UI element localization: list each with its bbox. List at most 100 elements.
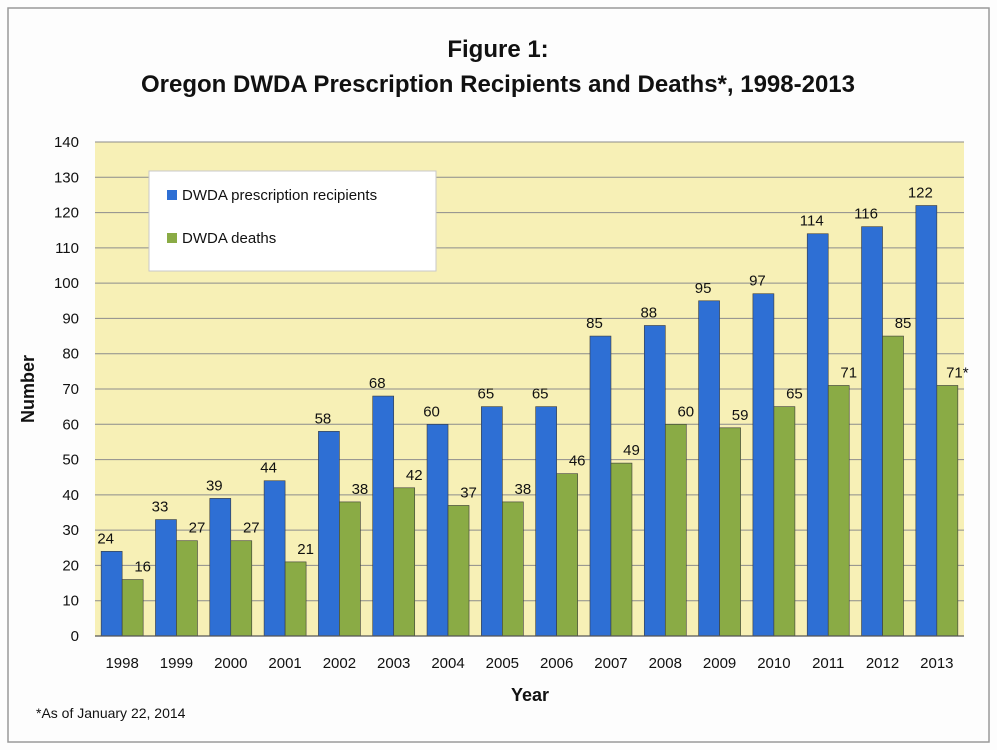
bar-recipients-2008 [643, 325, 666, 637]
data-label-recipients-2002: 58 [315, 410, 332, 427]
data-label-recipients-2009: 95 [695, 280, 712, 297]
bar-deaths-2000 [230, 540, 253, 637]
x-tick-label-2002: 2002 [323, 655, 356, 672]
bar-deaths-2012 [882, 335, 904, 637]
data-label-deaths-2008: 60 [677, 403, 694, 420]
bar-recipients-2003 [372, 395, 395, 637]
y-tick-label-130: 130 [54, 169, 79, 186]
data-label-recipients-2013: 122 [908, 185, 933, 202]
x-tick-label-2001: 2001 [268, 655, 301, 672]
data-label-deaths-2009: 59 [732, 407, 749, 424]
data-label-recipients-2004: 60 [423, 403, 440, 420]
chart-title-line-1: Figure 1: [447, 36, 548, 63]
data-label-recipients-2012: 116 [854, 206, 878, 223]
x-tick-label-2009: 2009 [703, 655, 736, 672]
y-tick-label-50: 50 [62, 452, 79, 469]
data-label-deaths-2005: 38 [515, 481, 532, 498]
bar-recipients-2004 [426, 423, 449, 637]
bar-deaths-1998 [121, 579, 144, 637]
chart-title-line-2: Oregon DWDA Prescription Recipients and … [141, 71, 855, 98]
x-axis-title: Year [511, 685, 549, 705]
bar-deaths-2007 [610, 462, 633, 637]
bar-deaths-2003 [393, 487, 416, 637]
bar-deaths-2006 [556, 473, 578, 637]
data-label-recipients-1999: 33 [152, 499, 169, 516]
y-tick-label-20: 20 [62, 557, 79, 574]
legend: DWDA prescription recipients DWDA deaths [148, 170, 437, 272]
data-label-deaths-2004: 37 [460, 484, 477, 501]
bar-deaths-2004 [447, 505, 470, 637]
bar-deaths-2009 [719, 427, 741, 637]
y-tick-label-140: 140 [54, 134, 79, 151]
data-label-recipients-2005: 65 [478, 386, 495, 403]
data-label-recipients-2001: 44 [260, 460, 277, 477]
x-tick-label-2005: 2005 [486, 655, 519, 672]
y-tick-label-90: 90 [62, 310, 79, 327]
legend-label-deaths: DWDA deaths [182, 230, 276, 247]
data-label-deaths-2000: 27 [243, 520, 260, 537]
bar-deaths-2005 [502, 501, 524, 637]
y-axis-ticks: 0 10 20 30 40 50 60 70 80 90 100 110 120 130 140 [54, 134, 79, 645]
x-tick-label-2004: 2004 [431, 655, 464, 672]
x-tick-label-2006: 2006 [540, 655, 573, 672]
x-tick-label-1998: 1998 [105, 655, 138, 672]
data-label-deaths-2013: 71* [946, 364, 969, 381]
y-tick-label-120: 120 [54, 205, 79, 222]
bar-recipients-2005 [481, 406, 503, 637]
legend-swatch-recipients [167, 190, 177, 200]
x-tick-label-2011: 2011 [812, 655, 844, 672]
bar-deaths-2001 [284, 561, 307, 637]
data-label-deaths-2006: 46 [569, 453, 586, 470]
bars [100, 205, 959, 637]
bar-recipients-2011 [806, 233, 829, 637]
bar-recipients-2013 [915, 205, 938, 637]
y-tick-label-110: 110 [55, 240, 79, 257]
y-tick-label-70: 70 [62, 381, 79, 398]
x-tick-label-2003: 2003 [377, 655, 410, 672]
bar-recipients-2012 [861, 226, 883, 637]
x-tick-label-2008: 2008 [649, 655, 682, 672]
bar-recipients-2002 [318, 431, 340, 637]
data-label-deaths-2011: 71 [840, 364, 857, 381]
legend-box [148, 170, 437, 272]
x-tick-label-2007: 2007 [594, 655, 627, 672]
y-tick-label-30: 30 [62, 522, 79, 539]
bar-deaths-2010 [773, 406, 796, 637]
data-label-deaths-2003: 42 [406, 467, 423, 484]
bar-recipients-2009 [698, 300, 720, 637]
bar-recipients-2010 [752, 293, 775, 637]
y-tick-label-10: 10 [62, 593, 79, 610]
legend-label-recipients: DWDA prescription recipients [182, 187, 377, 204]
bar-deaths-2008 [664, 423, 687, 637]
y-axis-title: Number [18, 355, 38, 423]
data-label-deaths-2010: 65 [786, 386, 803, 403]
x-tick-label-2012: 2012 [866, 655, 899, 672]
bar-recipients-2006 [535, 406, 557, 637]
data-label-recipients-2010: 97 [749, 273, 766, 290]
x-tick-label-1999: 1999 [160, 655, 193, 672]
data-label-deaths-2002: 38 [352, 481, 369, 498]
bar-recipients-2001 [263, 480, 286, 637]
footnote: *As of January 22, 2014 [36, 705, 186, 721]
legend-swatch-deaths [167, 233, 177, 243]
data-label-recipients-1998: 24 [97, 530, 114, 547]
data-label-deaths-1999: 27 [189, 520, 206, 537]
x-tick-label-2000: 2000 [214, 655, 247, 672]
bar-recipients-1999 [155, 519, 177, 637]
bar-deaths-1999 [176, 540, 198, 637]
x-tick-label-2013: 2013 [920, 655, 953, 672]
y-tick-label-0: 0 [71, 628, 79, 645]
bar-recipients-1998 [100, 551, 123, 637]
data-label-recipients-2008: 88 [640, 304, 657, 321]
y-tick-label-80: 80 [62, 346, 79, 363]
data-label-recipients-2003: 68 [369, 375, 386, 392]
bar-recipients-2000 [209, 498, 232, 637]
outer-border [7, 7, 990, 743]
data-label-recipients-2006: 65 [532, 386, 549, 403]
x-axis-ticks: 1998 1999 2000 2001 2002 2003 2004 2005 2006 2007… [105, 655, 953, 672]
data-label-deaths-2001: 21 [297, 541, 314, 558]
bar-recipients-2007 [589, 335, 612, 637]
data-label-deaths-2007: 49 [623, 442, 640, 459]
bar-deaths-2013 [936, 385, 959, 637]
